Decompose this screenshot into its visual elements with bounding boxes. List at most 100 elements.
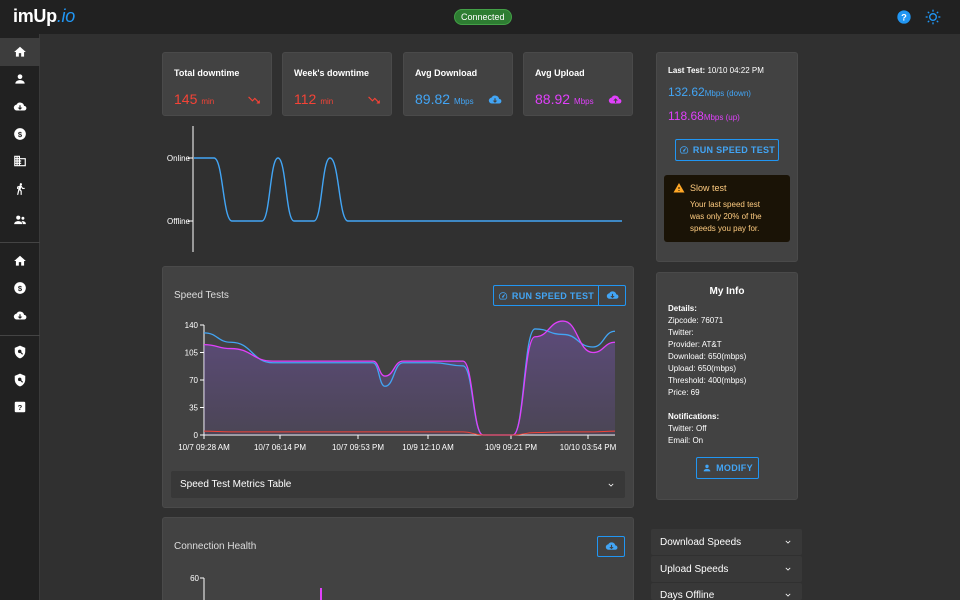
stat-value: 88.92 Mbps — [535, 91, 594, 107]
speed-tests-title: Speed Tests — [174, 290, 229, 301]
stat-value: 145 min — [174, 91, 215, 107]
warning-title: Slow test — [690, 183, 727, 193]
upload-area-fill — [204, 321, 615, 435]
help-box-icon: ? — [14, 401, 26, 413]
chevron-down-icon — [608, 483, 614, 487]
walk-icon — [17, 183, 25, 195]
my-info-title: My Info — [709, 286, 745, 297]
days-offline-accordion[interactable]: Days Offline — [651, 583, 802, 600]
x-tick-label: 10/9 09:21 PM — [485, 443, 537, 452]
sidebar-item-downloads[interactable] — [0, 93, 40, 121]
notifications-label: Notifications: — [668, 412, 720, 421]
y-tick-label: 105 — [185, 349, 199, 358]
connection-health-title: Connection Health — [174, 541, 257, 552]
person-icon — [15, 74, 25, 84]
detail-line: Price: 69 — [668, 388, 700, 397]
modify-button[interactable]: MODIFY — [696, 457, 759, 479]
stat-card-avg-download: Avg Download 89.82 Mbps — [403, 52, 513, 116]
speed-test-metrics-table-accordion[interactable]: Speed Test Metrics Table — [171, 471, 625, 498]
home-icon — [14, 255, 26, 266]
sidebar-item-security-2[interactable] — [0, 366, 40, 394]
detail-line: Download: 650(mbps) — [668, 352, 747, 361]
svg-text:$: $ — [18, 284, 23, 293]
app-logo[interactable]: imUp.io — [13, 6, 75, 26]
uptime-series-line — [193, 157, 622, 222]
online-label: Online — [167, 154, 191, 163]
sidebar-item-home[interactable] — [0, 38, 40, 66]
y-tick-label: 0 — [194, 431, 199, 440]
connection-status-badge: Connected — [454, 9, 512, 25]
notification-line: Email: On — [668, 436, 704, 445]
accordion-label: Days Offline — [660, 590, 715, 600]
help-icon[interactable]: ? — [896, 9, 912, 25]
details-label: Details: — [668, 304, 697, 313]
run-speed-test-button[interactable]: RUN SPEED TEST — [493, 285, 599, 306]
dollar-icon: $ — [14, 282, 26, 294]
sidebar-item-activity[interactable] — [0, 175, 40, 203]
sidebar-item-profile[interactable] — [0, 65, 40, 93]
person-icon — [703, 464, 711, 472]
upload-speeds-accordion[interactable]: Upload Speeds — [651, 556, 802, 582]
cloud-download-icon — [605, 542, 617, 550]
sidebar-nav: $ $ ? — [0, 34, 40, 600]
stat-card-weeks-downtime: Week's downtime 112 min — [282, 52, 392, 116]
y-tick-label: 70 — [189, 376, 198, 385]
ping-series-line — [203, 430, 616, 436]
download-connection-health-button[interactable] — [597, 536, 625, 557]
x-tick-label: 10/7 09:53 PM — [332, 443, 384, 452]
brightness-icon[interactable] — [925, 9, 941, 25]
offline-label: Offline — [167, 217, 191, 226]
sidebar-item-home-2[interactable] — [0, 247, 40, 275]
connection-health-card: Connection Health 60 — [162, 517, 634, 600]
sidebar-item-downloads-2[interactable] — [0, 302, 40, 330]
upload-series-line — [203, 320, 616, 436]
download-series-line — [203, 328, 616, 436]
chevron-down-icon — [785, 540, 791, 544]
sidebar-item-help[interactable]: ? — [0, 393, 40, 421]
top-app-bar: imUp.io Connected ? — [0, 0, 960, 34]
stat-title: Avg Upload — [535, 68, 585, 78]
speed-tests-card: Speed Tests RUN SPEED TEST 0 35 70 105 140 1… — [162, 266, 634, 508]
sidebar-item-security[interactable] — [0, 338, 40, 366]
stat-title: Total downtime — [174, 68, 240, 78]
speed-icon — [679, 146, 689, 154]
download-speed-tests-button[interactable] — [598, 285, 626, 306]
svg-text:?: ? — [18, 403, 23, 412]
last-test-label: Last Test: 10/10 04:22 PM — [668, 66, 764, 75]
cloud-download-icon — [606, 291, 618, 299]
detail-line: Zipcode: 76071 — [668, 316, 724, 325]
sidebar-item-business[interactable] — [0, 147, 40, 175]
sidebar-divider — [0, 335, 40, 336]
x-tick-label: 10/7 06:14 PM — [254, 443, 306, 452]
warning-message: Your last speed test was only 20% of the… — [690, 200, 762, 233]
run-speed-test-button-sidebar[interactable]: RUN SPEED TEST — [675, 139, 779, 161]
svg-text:?: ? — [901, 12, 907, 22]
download-speeds-accordion[interactable]: Download Speeds — [651, 529, 802, 555]
sidebar-item-billing[interactable]: $ — [0, 120, 40, 148]
warning-icon — [673, 183, 685, 193]
trending-down-icon — [368, 96, 380, 104]
slow-test-warning: Slow test Your last speed test was only … — [664, 175, 790, 242]
chevron-down-icon — [785, 593, 791, 597]
dollar-icon: $ — [14, 128, 26, 140]
sidebar-item-users[interactable] — [0, 206, 40, 234]
cloud-download-icon — [488, 95, 502, 104]
stat-value: 89.82 Mbps — [415, 91, 474, 107]
y-tick-label: 140 — [185, 321, 199, 330]
stat-title: Avg Download — [415, 68, 478, 78]
detail-line: Threshold: 400(mbps) — [668, 376, 747, 385]
accordion-label: Download Speeds — [660, 536, 742, 548]
last-test-upload: 118.68Mbps (up) — [668, 109, 740, 123]
shield-search-icon — [14, 345, 26, 359]
detail-line: Upload: 650(mbps) — [668, 364, 737, 373]
chevron-down-icon — [785, 567, 791, 571]
y-tick-label: 35 — [189, 404, 198, 413]
trending-down-icon — [248, 96, 260, 104]
home-icon — [14, 46, 26, 57]
sidebar-item-billing-2[interactable]: $ — [0, 274, 40, 302]
cloud-upload-icon — [608, 95, 622, 104]
stat-card-avg-upload: Avg Upload 88.92 Mbps — [523, 52, 633, 116]
x-tick-label: 10/10 03:54 PM — [560, 443, 617, 452]
x-tick-label: 10/9 12:10 AM — [402, 443, 454, 452]
cloud-download-icon — [13, 102, 27, 111]
